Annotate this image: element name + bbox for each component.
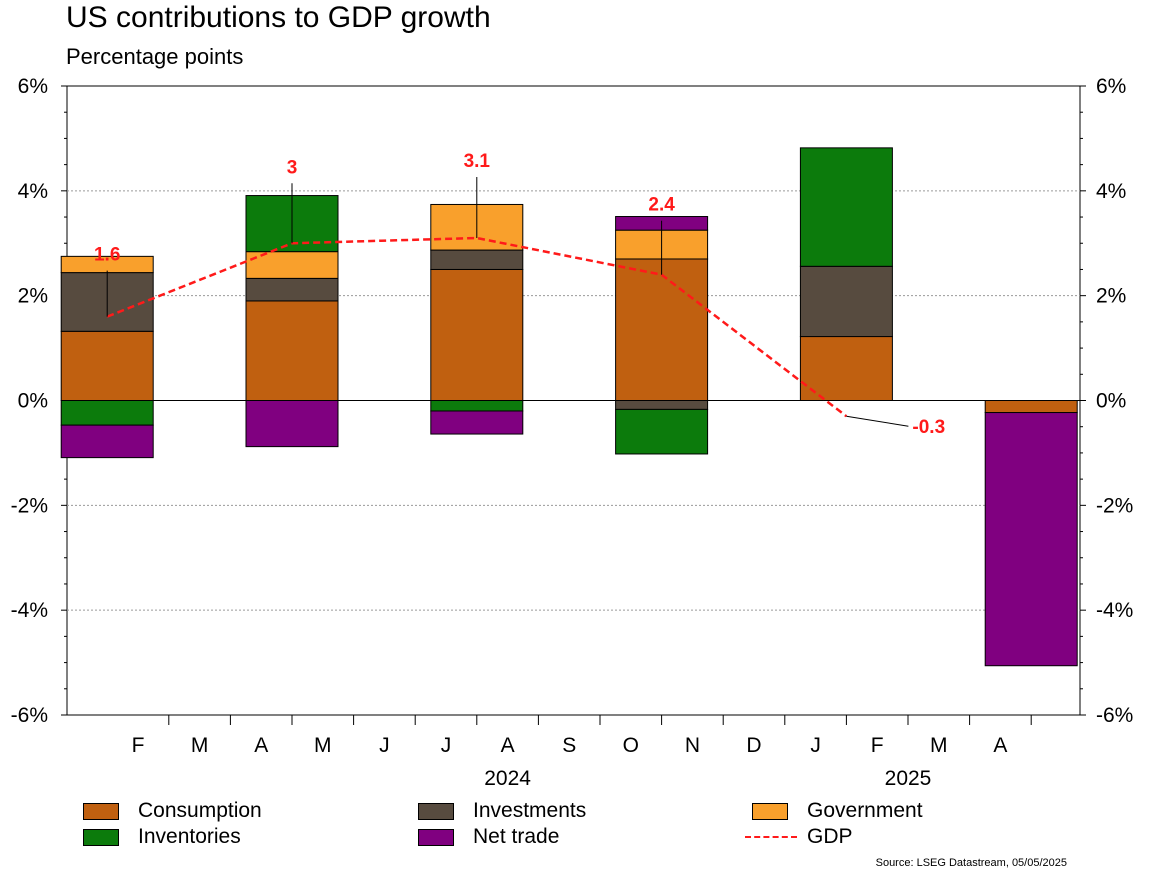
legend-swatch-government bbox=[752, 802, 788, 820]
gdp-data-label: -0.3 bbox=[912, 417, 945, 438]
chart-title: US contributions to GDP growth bbox=[66, 1, 491, 34]
x-month-label: S bbox=[562, 734, 576, 757]
bar-segment-consumption bbox=[430, 268, 524, 402]
bar-segment-net-trade bbox=[984, 412, 1078, 667]
x-month-label: D bbox=[746, 734, 761, 757]
legend-label-government: Government bbox=[807, 799, 923, 822]
bar-segment-inventories bbox=[60, 400, 154, 426]
bar-segment-inventories bbox=[430, 400, 524, 412]
legend-label-inventories: Inventories bbox=[138, 825, 241, 848]
legend-item-gdp: GDP bbox=[745, 825, 853, 849]
y-tick-label-right: -2% bbox=[1096, 494, 1133, 517]
y-tick-label-left: -2% bbox=[11, 494, 48, 517]
legend-label-consumption: Consumption bbox=[138, 799, 262, 822]
x-month-label: A bbox=[254, 734, 268, 757]
x-month-label: J bbox=[379, 734, 390, 757]
legend-swatch-consumption bbox=[83, 802, 119, 820]
x-month-label: N bbox=[685, 734, 700, 757]
bar-segment-investments bbox=[430, 249, 524, 270]
x-month-label: M bbox=[191, 734, 209, 757]
x-month-label: A bbox=[501, 734, 515, 757]
legend-swatch-inventories bbox=[83, 828, 119, 846]
x-month-label: J bbox=[441, 734, 452, 757]
y-tick-label-left: 2% bbox=[18, 285, 48, 308]
y-tick-label-left: 0% bbox=[18, 390, 48, 413]
legend-swatch-gdp bbox=[745, 836, 797, 838]
bar-segment-investments bbox=[245, 277, 339, 302]
x-year-label: 2024 bbox=[484, 767, 531, 790]
gdp-data-label: 1.6 bbox=[94, 245, 120, 266]
legend-item-government: Government bbox=[752, 799, 923, 823]
bar-segment-inventories bbox=[799, 147, 893, 267]
x-month-label: F bbox=[132, 734, 145, 757]
x-month-label: M bbox=[930, 734, 948, 757]
legend-item-net-trade: Net trade bbox=[418, 825, 559, 849]
bar-segment-consumption bbox=[984, 400, 1078, 414]
bar-segment-net-trade bbox=[60, 424, 154, 459]
y-tick-label-right: -6% bbox=[1096, 704, 1133, 727]
x-year-label: 2025 bbox=[885, 767, 932, 790]
bar-segment-consumption bbox=[60, 330, 154, 401]
bar-segment-net-trade bbox=[245, 400, 339, 448]
chart-subtitle: Percentage points bbox=[66, 44, 244, 69]
legend-item-inventories: Inventories bbox=[83, 825, 241, 849]
y-tick-label-right: 6% bbox=[1096, 75, 1126, 98]
y-tick-label-left: -4% bbox=[11, 599, 48, 622]
y-tick-label-right: 2% bbox=[1096, 285, 1126, 308]
legend-swatch-investments bbox=[418, 802, 454, 820]
legend-label-gdp: GDP bbox=[807, 825, 853, 848]
bar-segment-inventories bbox=[615, 408, 709, 455]
gdp-data-label: 3.1 bbox=[464, 151, 491, 172]
y-tick-label-right: -4% bbox=[1096, 599, 1133, 622]
gdp-line bbox=[106, 236, 848, 418]
bar-segment-government bbox=[245, 251, 339, 279]
legend-label-net-trade: Net trade bbox=[473, 825, 560, 848]
x-month-label: J bbox=[810, 734, 821, 757]
legend-item-investments: Investments bbox=[418, 799, 586, 823]
legend-item-consumption: Consumption bbox=[83, 799, 262, 823]
y-tick-label-left: 6% bbox=[18, 75, 48, 98]
gdp-label-leader bbox=[846, 415, 909, 427]
x-month-label: F bbox=[871, 734, 884, 757]
legend-swatch-net-trade bbox=[418, 828, 454, 846]
bar-segment-net-trade bbox=[430, 410, 524, 435]
legend-label-investments: Investments bbox=[473, 799, 587, 822]
y-tick-label-left: 4% bbox=[18, 180, 48, 203]
y-tick-label-right: 4% bbox=[1096, 180, 1126, 203]
bar-segment-consumption bbox=[615, 258, 709, 401]
x-month-label: M bbox=[314, 734, 332, 757]
x-month-label: O bbox=[623, 734, 639, 757]
source-note: Source: LSEG Datastream, 05/05/2025 bbox=[875, 857, 1067, 869]
gdp-data-label: 2.4 bbox=[648, 195, 675, 216]
bar-segment-consumption bbox=[245, 300, 339, 401]
gdp-data-label: 3 bbox=[287, 157, 298, 178]
y-tick-label-right: 0% bbox=[1096, 390, 1126, 413]
y-tick-label-left: -6% bbox=[11, 704, 48, 727]
bar-segment-investments bbox=[799, 265, 893, 338]
bar-segment-investments bbox=[615, 400, 709, 410]
x-month-label: A bbox=[993, 734, 1007, 757]
